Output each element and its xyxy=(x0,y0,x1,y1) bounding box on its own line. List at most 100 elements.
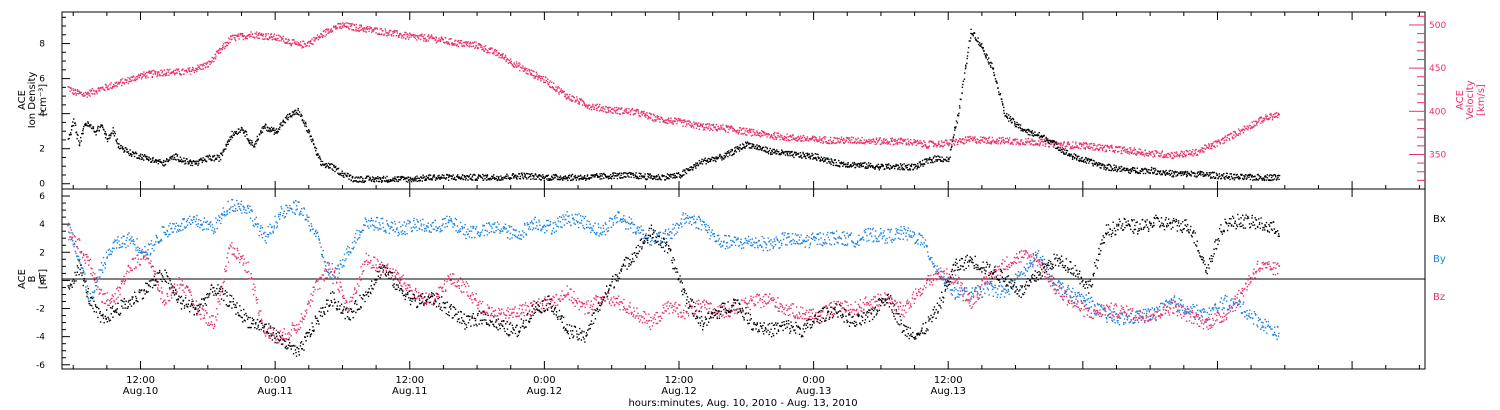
velocity-point xyxy=(679,119,682,122)
velocity-point xyxy=(188,70,190,73)
velocity-point xyxy=(1242,132,1245,134)
density-point xyxy=(251,141,254,144)
velocity-point xyxy=(639,115,641,118)
density-point xyxy=(959,107,961,109)
velocity-point xyxy=(590,106,592,108)
density-point xyxy=(1025,130,1027,132)
velocity-point xyxy=(759,131,761,134)
velocity-point xyxy=(883,139,885,141)
density-point xyxy=(399,176,402,178)
density-point xyxy=(880,165,882,168)
density-point xyxy=(1052,140,1055,143)
velocity-point xyxy=(832,142,835,144)
velocity-point xyxy=(1004,141,1006,143)
density-point xyxy=(919,165,922,167)
velocity-point xyxy=(806,139,808,141)
density-point xyxy=(970,32,972,35)
velocity-point xyxy=(1140,152,1143,154)
velocity-point xyxy=(623,112,625,114)
velocity-point xyxy=(936,146,938,148)
velocity-point xyxy=(551,85,554,88)
velocity-point xyxy=(936,144,938,147)
velocity-point xyxy=(690,126,692,128)
velocity-point xyxy=(900,142,902,144)
density-point xyxy=(1132,167,1135,169)
velocity-point xyxy=(1125,151,1127,154)
velocity-point xyxy=(284,41,286,44)
velocity-point xyxy=(339,26,341,28)
density-point xyxy=(523,172,525,174)
velocity-point xyxy=(1002,138,1005,141)
density-point xyxy=(307,131,309,133)
density-point xyxy=(540,175,542,177)
density-point xyxy=(263,126,265,128)
density-point xyxy=(1096,162,1098,164)
density-point xyxy=(345,174,347,176)
velocity-point xyxy=(1018,144,1020,146)
density-point xyxy=(87,125,90,127)
velocity-point xyxy=(261,33,263,35)
density-point xyxy=(313,143,315,146)
velocity-point xyxy=(672,122,674,124)
velocity-point xyxy=(624,110,626,112)
velocity-point xyxy=(602,107,604,109)
velocity-point xyxy=(164,74,167,77)
velocity-point xyxy=(265,33,267,35)
velocity-point xyxy=(884,139,887,141)
density-point xyxy=(317,153,319,155)
density-point xyxy=(498,176,500,178)
density-point xyxy=(1126,167,1128,170)
density-point xyxy=(403,177,406,179)
density-point xyxy=(630,176,632,178)
velocity-point xyxy=(821,139,823,142)
velocity-point xyxy=(202,68,204,70)
density-point xyxy=(596,174,598,176)
velocity-point xyxy=(322,35,325,37)
velocity-point xyxy=(513,62,515,64)
density-point xyxy=(985,56,987,58)
density-point xyxy=(287,113,289,116)
density-point xyxy=(259,133,261,135)
velocity-point xyxy=(286,41,288,44)
velocity-point xyxy=(852,142,854,144)
density-point xyxy=(360,180,362,183)
density-point xyxy=(218,160,220,162)
density-point xyxy=(724,155,727,158)
density-point xyxy=(792,153,794,156)
velocity-point xyxy=(654,116,657,118)
velocity-point xyxy=(1019,143,1022,146)
velocity-point xyxy=(396,30,398,32)
velocity-point xyxy=(590,109,593,111)
density-point xyxy=(295,109,297,112)
density-point xyxy=(574,174,577,177)
density-point xyxy=(220,153,223,155)
velocity-point xyxy=(215,51,218,53)
velocity-point xyxy=(757,132,759,134)
density-point xyxy=(199,158,201,160)
velocity-point xyxy=(484,45,487,47)
velocity-point xyxy=(940,140,943,142)
velocity-point xyxy=(999,143,1002,145)
density-point xyxy=(552,174,555,176)
density-point xyxy=(859,164,861,166)
velocity-point xyxy=(1120,150,1123,152)
density-point xyxy=(1054,141,1056,143)
density-point xyxy=(1190,174,1192,176)
velocity-point xyxy=(1076,145,1078,147)
velocity-point xyxy=(179,74,182,76)
velocity-point xyxy=(749,130,751,132)
density-point xyxy=(865,166,867,168)
density-point xyxy=(689,169,691,171)
density-point xyxy=(441,174,443,176)
velocity-point xyxy=(827,139,830,142)
velocity-point xyxy=(978,141,980,144)
density-point xyxy=(375,177,377,180)
velocity-point xyxy=(147,71,149,74)
density-point xyxy=(481,176,483,179)
density-point xyxy=(910,164,912,167)
density-point xyxy=(687,168,690,170)
velocity-point xyxy=(423,38,425,40)
density-point xyxy=(473,173,475,176)
velocity-point xyxy=(448,43,451,46)
density-point xyxy=(222,149,224,151)
